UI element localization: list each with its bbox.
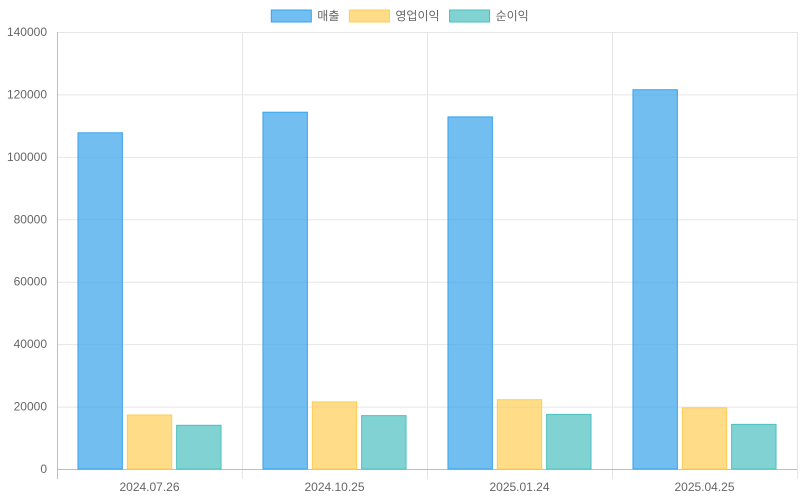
bar-operating-profit [126, 414, 173, 470]
legend-label: 순이익 [496, 9, 529, 23]
y-tick-label: 140000 [7, 25, 47, 39]
bar-net-profit [731, 423, 777, 470]
bars [77, 89, 777, 470]
bar-operating-profit [496, 399, 543, 470]
y-tick-label: 120000 [7, 87, 47, 101]
y-tick-label: 60000 [14, 275, 48, 289]
bar-net-profit [176, 424, 222, 470]
axes: 0 20000 40000 60000 80000 100000 120000 140000 2… [7, 25, 797, 494]
bar-net-profit [546, 413, 592, 470]
legend-item[interactable]: 순이익 [449, 9, 529, 23]
x-tick-label: 2024.07.26 [119, 480, 179, 494]
legend-label: 매출 [317, 9, 339, 23]
bar-operating-profit [311, 401, 358, 470]
y-tick-label: 100000 [7, 150, 47, 164]
grid [57, 32, 798, 479]
legend-swatch [449, 9, 491, 23]
x-tick-label: 2024.10.25 [304, 480, 364, 494]
bar-revenue [447, 116, 493, 470]
legend-label: 영업이익 [395, 9, 439, 23]
bar-revenue [262, 111, 308, 470]
legend-item[interactable]: 영업이익 [348, 9, 440, 23]
y-tick-label: 0 [40, 462, 47, 476]
x-tick-label: 2025.04.25 [674, 480, 734, 494]
y-tick-label: 80000 [14, 212, 48, 226]
y-tick-label: 20000 [14, 400, 48, 414]
bar-operating-profit [681, 407, 728, 470]
legend-swatch [270, 9, 312, 23]
legend-swatch [348, 9, 390, 23]
x-tick-label: 2025.01.24 [489, 480, 549, 494]
bar-net-profit [361, 415, 407, 470]
bar-revenue [77, 132, 123, 470]
legend-item[interactable]: 매출 [270, 9, 339, 23]
y-tick-label: 40000 [14, 337, 48, 351]
bar-revenue [632, 89, 678, 470]
legend[interactable]: 매출 영업이익 순이익 [270, 9, 529, 23]
